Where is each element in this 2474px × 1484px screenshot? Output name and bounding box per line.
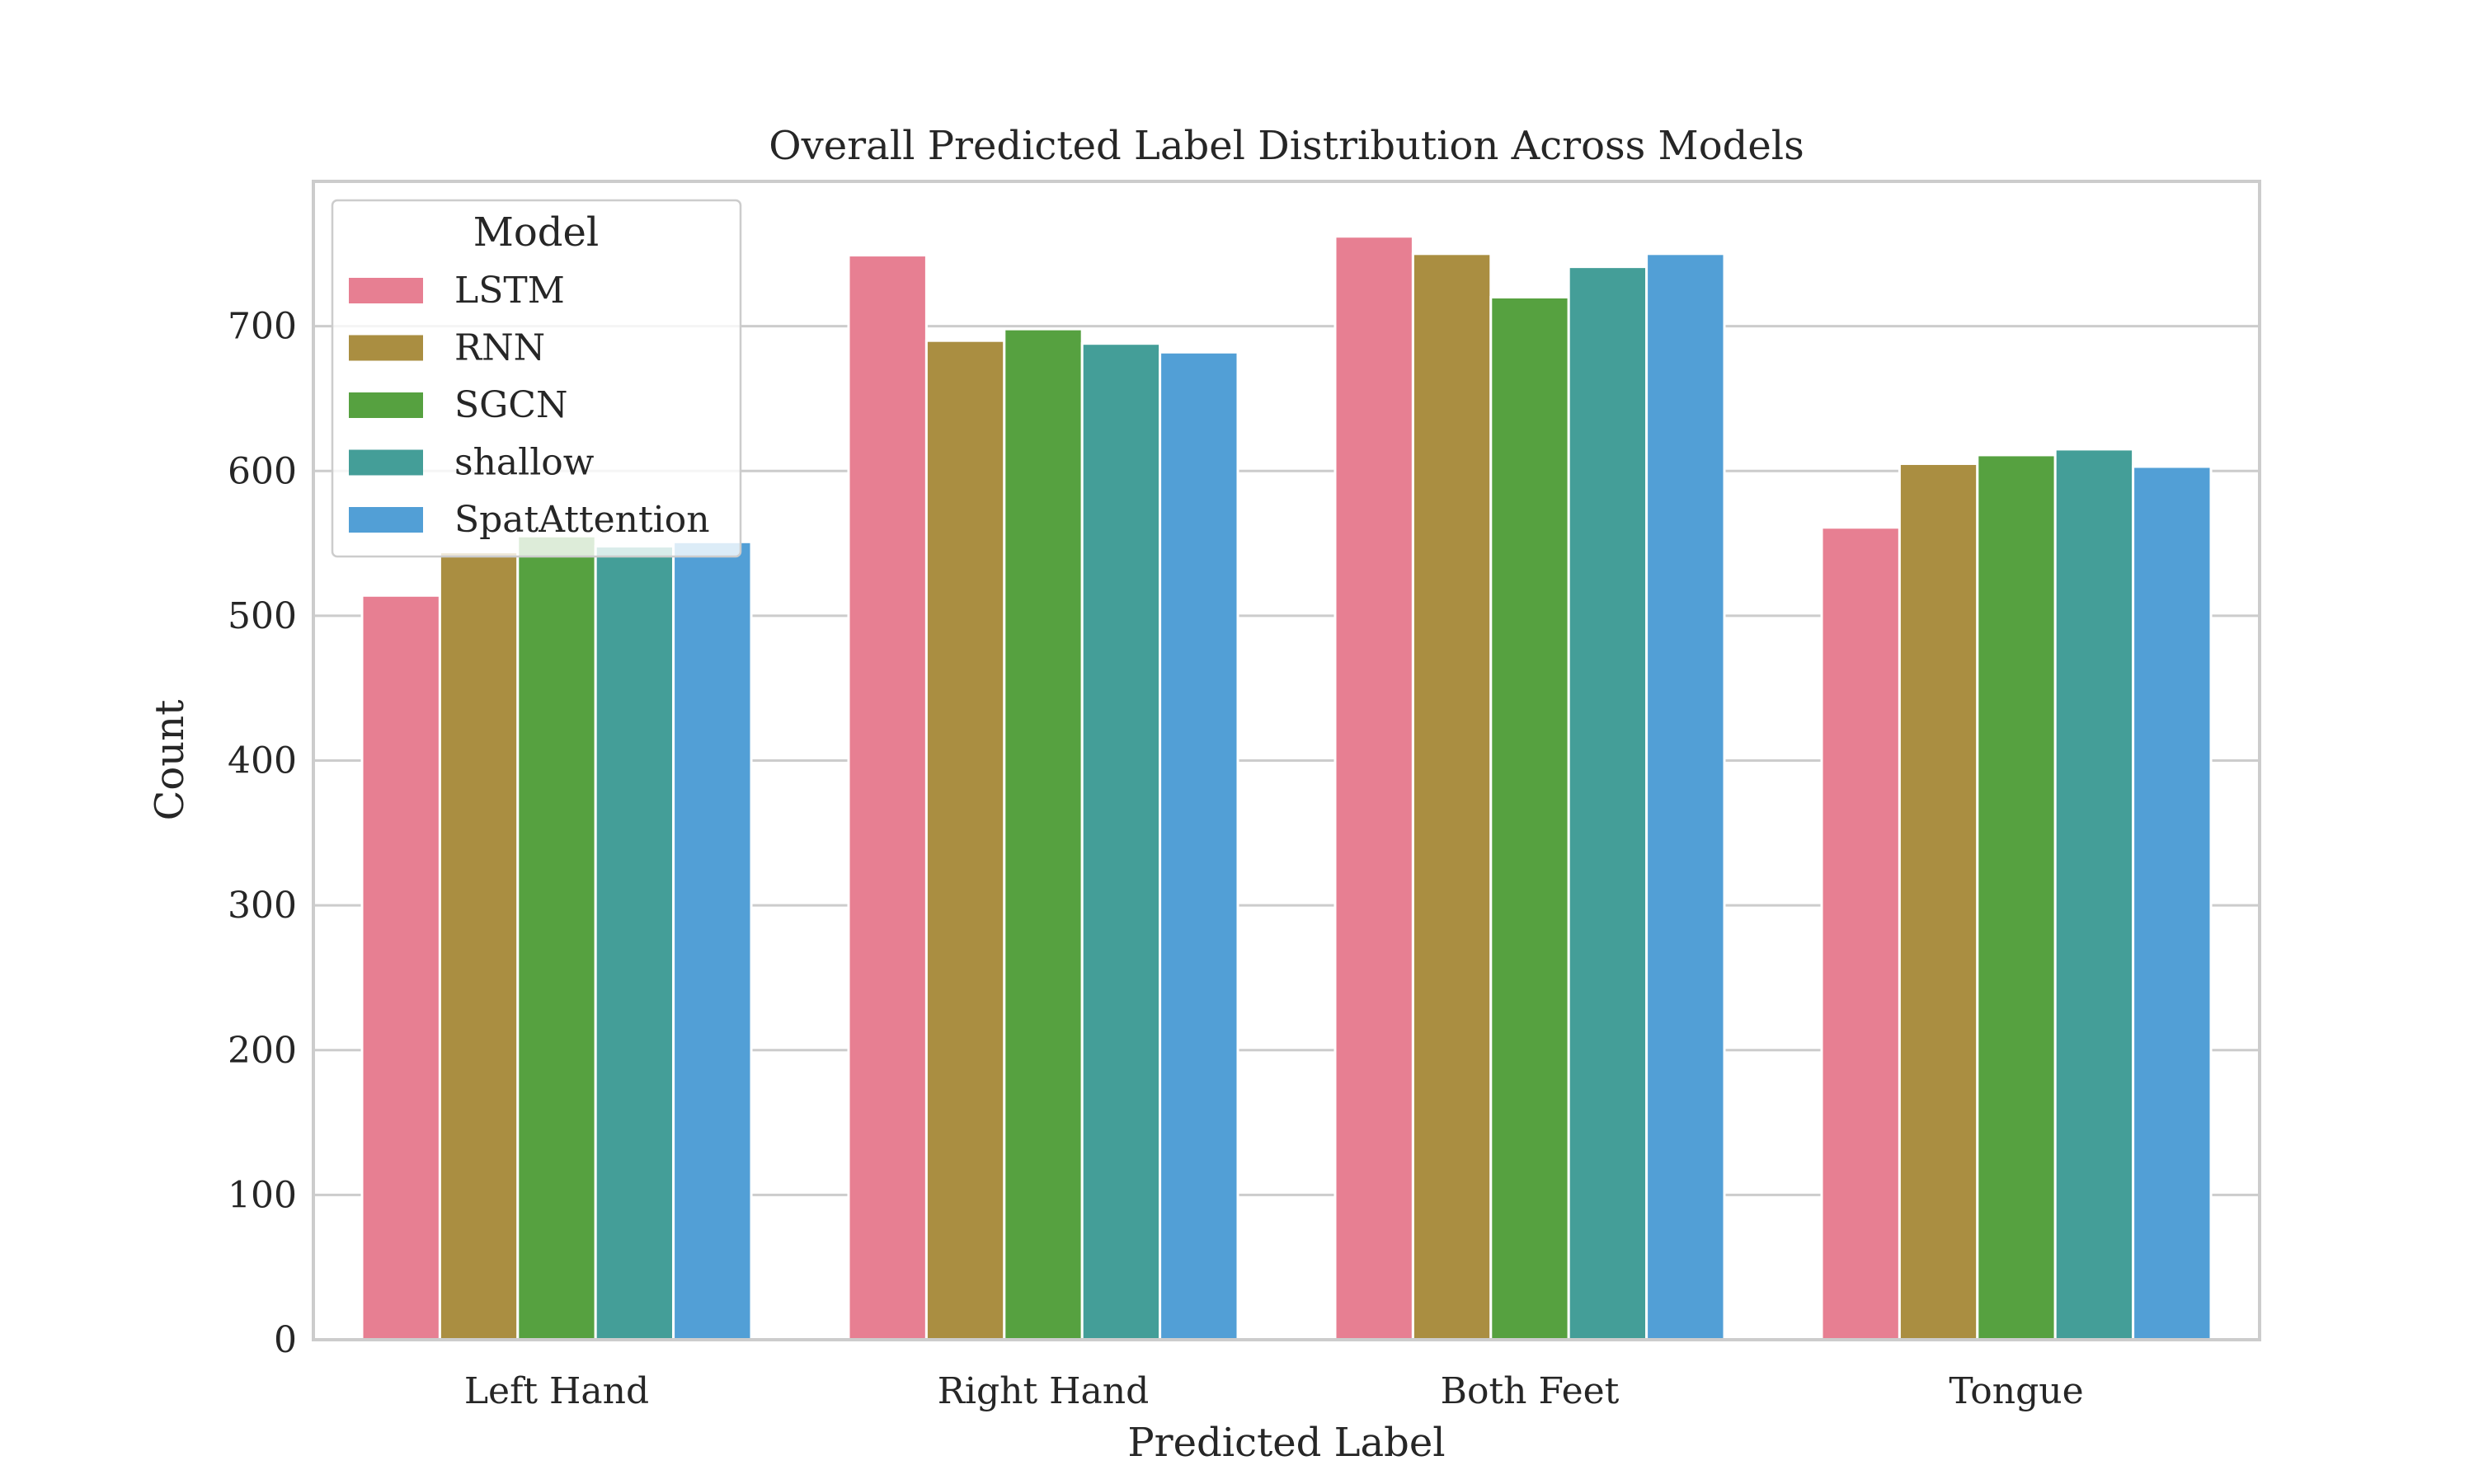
y-tick-label: 100 — [228, 1174, 297, 1216]
bar-lstm-both-feet — [1333, 235, 1414, 1341]
x-tick-label: Left Hand — [464, 1370, 649, 1412]
bar-rnn-tongue — [1898, 462, 1979, 1341]
y-axis-label: Count — [147, 700, 193, 821]
bar-sgcn-both-feet — [1489, 296, 1570, 1341]
x-tick-label: Tongue — [1949, 1370, 2083, 1412]
legend-label: RNN — [454, 327, 545, 369]
bar-rnn-both-feet — [1411, 252, 1493, 1341]
legend-label: SpatAttention — [454, 499, 710, 541]
bar-rnn-right-hand — [924, 339, 1006, 1341]
legend-swatch — [349, 507, 423, 533]
bar-spatattention-both-feet — [1645, 252, 1726, 1341]
bar-sgcn-right-hand — [1003, 327, 1084, 1341]
legend-title: Model — [473, 209, 600, 256]
y-tick-label: 300 — [228, 885, 297, 927]
legend-label: LSTM — [454, 270, 565, 312]
legend: Model LSTM RNN SGCN shallow SpatAttention — [331, 199, 742, 558]
y-tick-labels: 0 100 200 300 400 500 600 700 — [228, 306, 297, 1361]
bar-shallow-tongue — [2053, 448, 2135, 1341]
chart-title: Overall Predicted Label Distribution Acr… — [769, 123, 1804, 169]
bar-rnn-left-hand — [438, 551, 520, 1341]
y-tick-label: 600 — [228, 450, 297, 492]
bar-lstm-left-hand — [360, 594, 441, 1341]
y-tick-label: 500 — [228, 595, 297, 637]
legend-items: LSTM RNN SGCN shallow SpatAttention — [349, 270, 710, 541]
bar-sgcn-left-hand — [516, 534, 597, 1341]
legend-box — [331, 199, 742, 558]
plot-frame — [312, 180, 2261, 1341]
bar-lstm-right-hand — [847, 254, 928, 1341]
bar-sgcn-tongue — [1976, 453, 2057, 1341]
x-tick-label: Both Feet — [1441, 1370, 1620, 1412]
x-tick-label: Right Hand — [938, 1370, 1149, 1412]
bar-lstm-tongue — [1820, 526, 1901, 1341]
bar-spatattention-right-hand — [1159, 350, 1239, 1341]
legend-swatch — [349, 392, 423, 418]
bars — [360, 235, 2213, 1341]
bar-spatattention-left-hand — [672, 540, 753, 1341]
bar-spatattention-tongue — [2132, 465, 2213, 1341]
bar-shallow-both-feet — [1567, 265, 1649, 1341]
y-tick-label: 200 — [228, 1030, 297, 1072]
legend-label: SGCN — [454, 384, 567, 426]
legend-swatch — [349, 335, 423, 361]
legend-swatch — [349, 278, 423, 303]
bar-shallow-left-hand — [594, 545, 675, 1341]
legend-swatch — [349, 449, 423, 476]
x-tick-labels: Left Hand Right Hand Both Feet Tongue — [464, 1370, 2084, 1412]
y-tick-label: 400 — [228, 740, 297, 782]
bar-shallow-right-hand — [1080, 342, 1162, 1341]
x-axis-label: Predicted Label — [1127, 1420, 1445, 1466]
y-tick-label: 0 — [274, 1319, 297, 1361]
y-tick-label: 700 — [228, 306, 297, 348]
legend-label: shallow — [454, 442, 595, 484]
